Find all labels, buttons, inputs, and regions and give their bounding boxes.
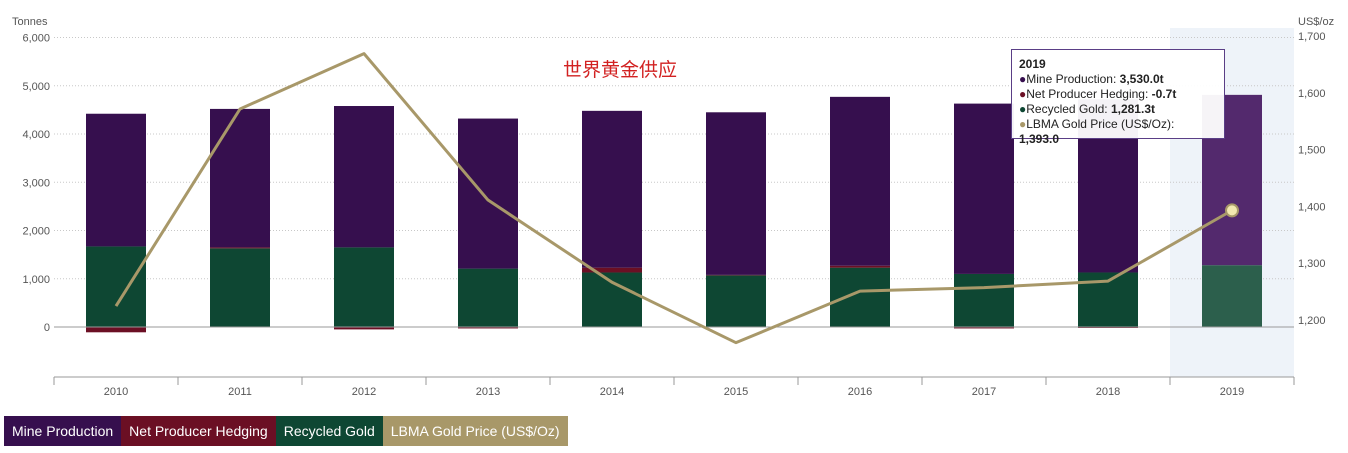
x-tick-label: 2018 (1096, 386, 1120, 398)
bar-mine-production-2012 (334, 106, 394, 248)
y-right-tick-label: 1,300 (1298, 258, 1326, 270)
bar-recycled-gold-2011 (210, 248, 270, 327)
price-line-series (114, 52, 1239, 345)
tooltip-bullet: ● (1019, 87, 1027, 101)
bar-mine-production-2016 (830, 96, 890, 266)
bar-recycled-gold-2017 (954, 273, 1014, 327)
x-tick-label: 2019 (1220, 386, 1244, 398)
x-tick-label: 2010 (104, 386, 128, 398)
bar-mine-production-2011 (210, 108, 270, 248)
y-left-tick-label: 3,000 (22, 177, 50, 189)
bar-recycled-gold-2010 (86, 246, 146, 327)
tooltip-bullet: ● (1019, 117, 1027, 131)
bar-net-producer-hedging-2014 (582, 267, 642, 273)
bar-net-producer-hedging-2011 (210, 247, 270, 249)
left-axis-ticks: 6,000 5,000 4,000 3,000 2,000 1,000 0 (22, 33, 50, 335)
x-tick-label: 2016 (848, 386, 872, 398)
bar-recycled-gold-2015 (706, 275, 766, 327)
y-left-tick-label: 4,000 (22, 129, 50, 141)
y-left-tick-label: 2,000 (22, 226, 50, 238)
x-tick-label: 2014 (600, 386, 624, 398)
tooltip-bullet: ● (1019, 72, 1027, 86)
price-point-2019 (1225, 203, 1239, 218)
x-tick-label: 2013 (476, 386, 500, 398)
bar-mine-production-2010 (86, 113, 146, 247)
tooltip-row-recycled: ●Recycled Gold: 1,281.3t (1019, 102, 1155, 116)
gold-supply-chart: 6,000 5,000 4,000 3,000 2,000 1,000 0 1,700 1,6… (12, 16, 1334, 398)
legend: Mine Production Net Producer Hedging Rec… (4, 416, 568, 446)
x-axis: 2010 2011 2012 2013 2014 2015 2016 2017 2018 2019 (53, 376, 1295, 398)
y-left-tick-label: 1,000 (22, 274, 50, 286)
bar-recycled-gold-2016 (830, 267, 890, 327)
y-right-tick-label: 1,400 (1298, 201, 1326, 213)
legend-item-lbma-gold-price[interactable]: LBMA Gold Price (US$/Oz) (382, 416, 568, 446)
right-axis-ticks: 1,700 1,600 1,500 1,400 1,300 1,200 (1298, 31, 1326, 327)
x-tick-label: 2012 (352, 386, 376, 398)
tooltip-row-price: ●LBMA Gold Price (US$/Oz): 1,393.0 (1019, 117, 1175, 146)
y-left-axis-label: Tonnes (12, 16, 48, 28)
tooltip: 2019 ●Mine Production: 3,530.0t ●Net Pro… (1011, 49, 1225, 146)
legend-item-recycled-gold[interactable]: Recycled Gold (275, 416, 383, 446)
legend-item-mine-production[interactable]: Mine Production (4, 416, 122, 446)
x-tick-label: 2017 (972, 386, 996, 398)
y-right-tick-label: 1,700 (1298, 31, 1326, 43)
tooltip-row-mine: ●Mine Production: 3,530.0t (1019, 72, 1164, 86)
bar-net-producer-hedging-2017 (954, 327, 1014, 329)
tooltip-year: 2019 (1019, 57, 1046, 71)
bar-net-producer-hedging-2010 (86, 327, 146, 333)
x-tick-label: 2015 (724, 386, 748, 398)
bar-mine-production-2013 (458, 118, 518, 269)
bar-mine-production-2015 (706, 112, 766, 275)
tooltip-bullet: ● (1019, 102, 1027, 116)
y-left-tick-label: 6,000 (22, 33, 50, 45)
bar-recycled-gold-2019 (1202, 265, 1262, 327)
price-line (114, 52, 1233, 345)
bar-net-producer-hedging-2012 (334, 327, 394, 330)
bar-mine-production-2014 (582, 110, 642, 268)
bar-net-producer-hedging-2013 (458, 327, 518, 329)
y-left-tick-label: 0 (44, 322, 50, 334)
y-left-tick-label: 5,000 (22, 81, 50, 93)
y-right-tick-label: 1,600 (1298, 88, 1326, 100)
bar-recycled-gold-2012 (334, 247, 394, 327)
bar-recycled-gold-2013 (458, 268, 518, 327)
y-right-tick-label: 1,200 (1298, 315, 1326, 327)
y-right-axis-label: US$/oz (1298, 16, 1334, 28)
legend-item-net-producer-hedging[interactable]: Net Producer Hedging (121, 416, 276, 446)
bar-net-producer-hedging-2016 (830, 265, 890, 268)
bar-series (86, 94, 1262, 333)
y-right-tick-label: 1,500 (1298, 145, 1326, 157)
x-tick-label: 2011 (228, 386, 252, 398)
chart-title: 世界黄金供应 (563, 59, 677, 81)
tooltip-row-hedging: ●Net Producer Hedging: -0.7t (1019, 87, 1177, 101)
bar-mine-production-2017 (954, 103, 1014, 274)
